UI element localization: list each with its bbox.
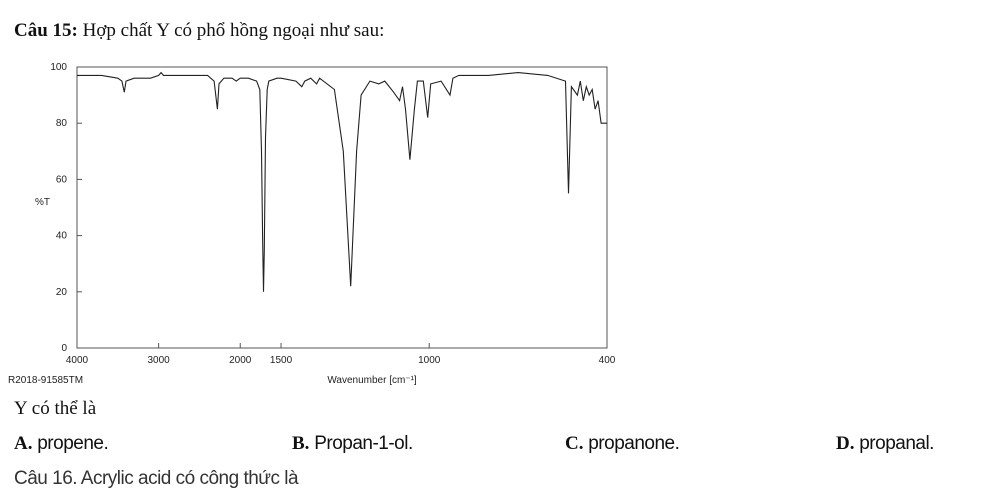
question-text: Hợp chất Y có phổ hồng ngoại như sau: (82, 20, 385, 41)
y-tick-label: 80 (56, 118, 68, 129)
y-tick-label: 100 (50, 62, 67, 73)
y-axis-label: %T (35, 197, 50, 208)
answer: D. propanal. (836, 433, 934, 455)
answer-letter: B. (292, 433, 310, 454)
x-tick-label: 1000 (418, 355, 441, 366)
answer-text: propanal. (859, 433, 934, 454)
answer-letter: D. (836, 433, 855, 454)
x-tick-label: 1500 (270, 355, 293, 366)
y-tick-label: 40 (56, 231, 68, 242)
answer-text: propene. (37, 433, 109, 454)
answer-letter: A. (14, 433, 33, 454)
answer: A. propene. (14, 433, 109, 455)
y-tick-label: 0 (61, 343, 67, 354)
answer: C. propanone. (565, 433, 680, 455)
x-axis-label: Wavenumber [cm⁻¹] (327, 375, 417, 386)
sample-code: R2018-91585TM (8, 375, 83, 386)
next-question: Câu 16. Acrylic acid có công thức là (14, 468, 299, 489)
plot-frame (76, 66, 608, 349)
answer-text: Propan-1-ol. (314, 433, 413, 454)
x-tick-label: 4000 (66, 355, 89, 366)
answer-letter: C. (565, 433, 584, 454)
spectrum-line (77, 71, 607, 292)
prompt: Y có thể là (14, 398, 97, 419)
y-tick-label: 20 (56, 287, 68, 298)
answer: B. Propan-1-ol. (292, 433, 413, 455)
question-line: Câu 15: Hợp chất Y có phổ hồng ngoại như… (14, 20, 384, 42)
x-tick-label: 2000 (229, 355, 252, 366)
question-number: Câu 15: (14, 20, 78, 41)
y-tick-label: 60 (56, 174, 68, 185)
answer-text: propanone. (588, 433, 680, 454)
x-tick-label: 3000 (147, 355, 170, 366)
ir-chart: 0 20 40 60 80 100 4000 3000 2000 1500 1000 400 %T Wav… (8, 62, 616, 386)
x-tick-label: 400 (599, 355, 616, 366)
